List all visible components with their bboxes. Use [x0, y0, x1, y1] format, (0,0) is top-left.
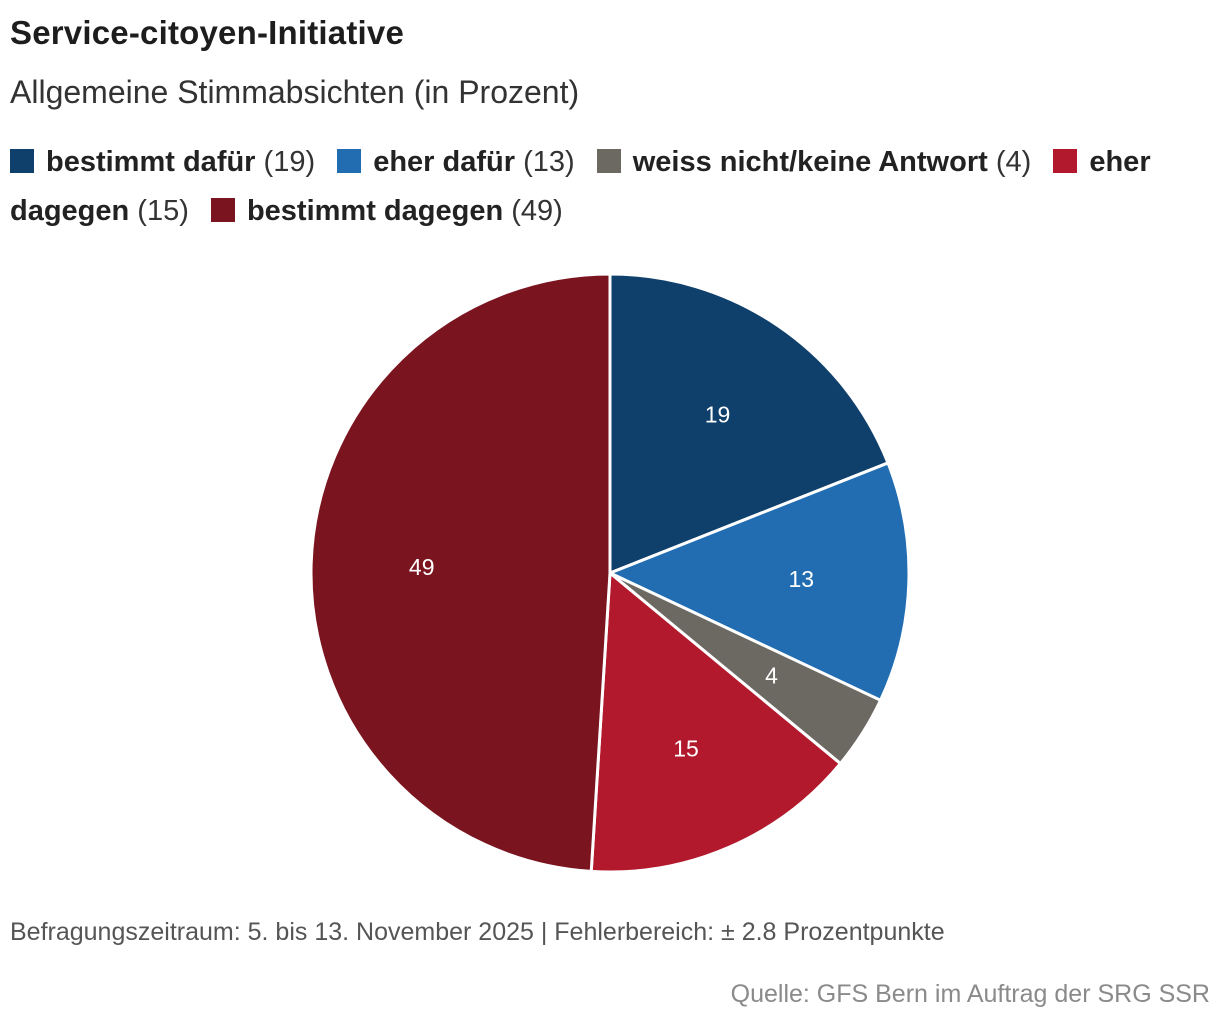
- legend-label: bestimmt dafür: [46, 146, 256, 178]
- legend-item: bestimmt dagegen (49): [210, 195, 563, 227]
- slice-value-label: 19: [705, 402, 731, 428]
- slice-value-label: 4: [765, 663, 778, 689]
- chart-subtitle: Allgemeine Stimmabsichten (in Prozent): [10, 74, 580, 110]
- legend-item: eher dafür (13): [337, 146, 575, 178]
- chart-legend: bestimmt dafür (19) eher dafür (13) weis…: [10, 138, 1205, 236]
- pie-slice: [589, 571, 842, 874]
- legend-label: weiss nicht/keine Antwort: [632, 146, 988, 178]
- pie-slice: [309, 272, 612, 873]
- legend-swatch: [210, 198, 235, 222]
- slice-value-label: 49: [409, 554, 435, 580]
- legend-item: eher dagegen (15): [10, 146, 1151, 227]
- legend-swatch: [10, 149, 34, 173]
- chart-footnote: Befragungszeitraum: 5. bis 13. November …: [10, 918, 945, 946]
- legend-value: (49): [503, 195, 563, 227]
- slice-value-label: 15: [673, 736, 699, 762]
- legend-label: eher dagegen: [10, 146, 1151, 227]
- legend-item: weiss nicht/keine Antwort (4): [596, 146, 1032, 178]
- slice-value-label: 13: [788, 566, 814, 592]
- legend-item: bestimmt dafür (19): [10, 146, 315, 178]
- chart-source: Quelle: GFS Bern im Auftrag der SRG SSR: [730, 980, 1210, 1008]
- pie-slice: [608, 461, 911, 702]
- legend-value: (19): [255, 146, 316, 178]
- legend-value: (15): [129, 195, 189, 227]
- chart-title: Service-citoyen-Initiative: [10, 14, 405, 51]
- legend-label: eher dafür: [373, 146, 516, 178]
- legend-value: (13): [515, 146, 575, 178]
- legend-swatch: [1053, 149, 1078, 173]
- legend-label: bestimmt dagegen: [246, 195, 504, 227]
- legend-swatch: [596, 149, 621, 173]
- legend-value: (4): [987, 146, 1032, 178]
- pie-slice: [608, 272, 890, 575]
- legend-swatch: [337, 149, 362, 173]
